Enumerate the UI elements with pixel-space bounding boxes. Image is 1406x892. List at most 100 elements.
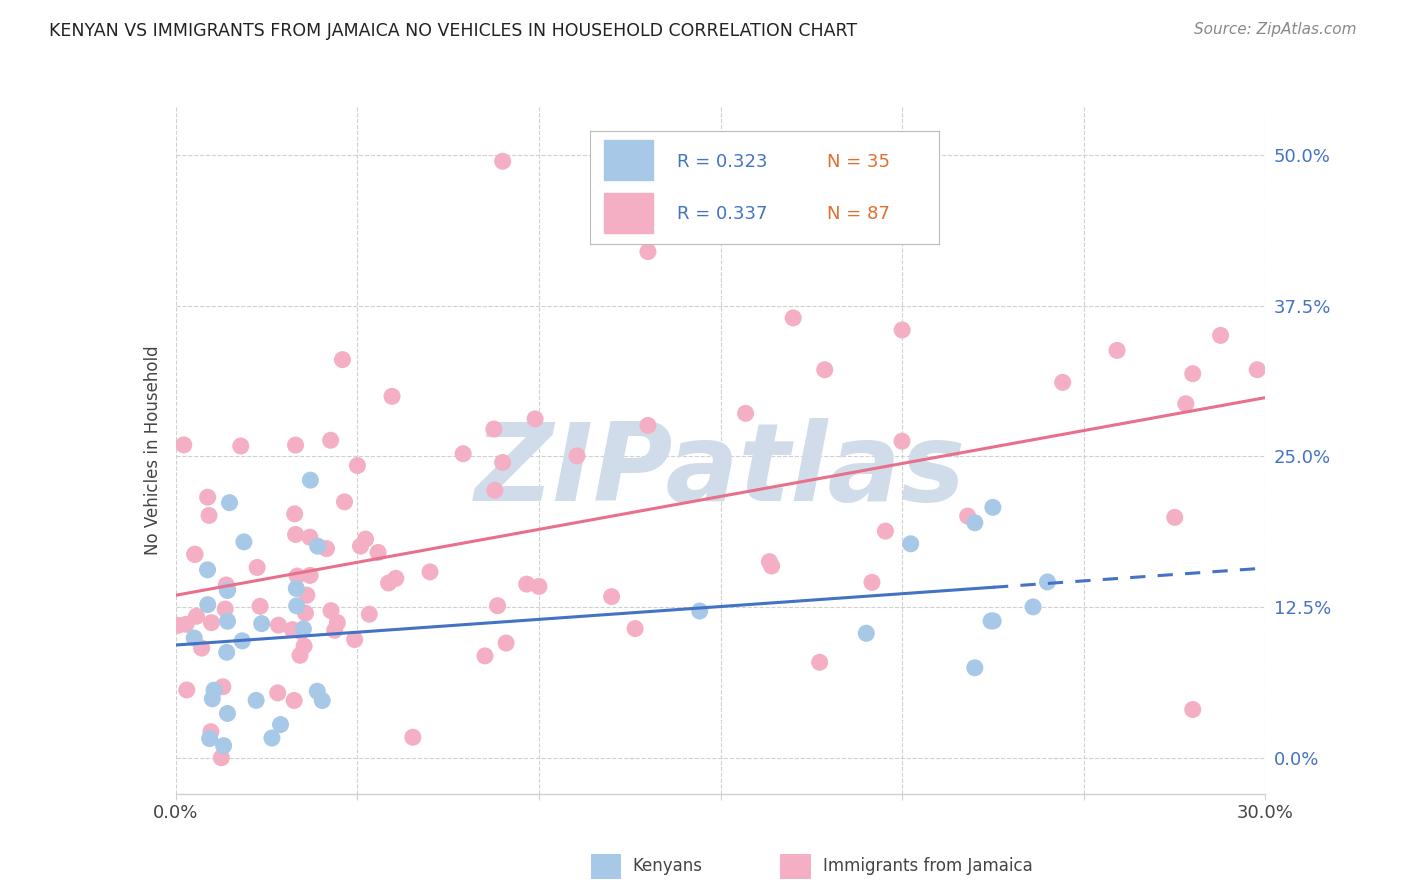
Point [298, 530, 321, 544]
Point [761, 558, 783, 573]
Point [734, 406, 756, 420]
Point [495, 636, 517, 650]
Point [1164, 510, 1187, 524]
Point [307, 684, 329, 698]
Point [333, 495, 356, 509]
Text: Kenyans: Kenyans [633, 857, 703, 875]
Point [332, 352, 354, 367]
Point [217, 582, 239, 597]
Point [198, 731, 221, 746]
Point [299, 568, 322, 582]
Point [285, 582, 308, 596]
Point [311, 693, 333, 707]
Y-axis label: No Vehicles in Household: No Vehicles in Household [143, 345, 162, 556]
Point [215, 578, 238, 592]
Point [307, 539, 329, 553]
Point [782, 310, 804, 325]
Point [209, 750, 232, 764]
Point [174, 617, 197, 632]
Point [474, 648, 496, 663]
Point [346, 458, 368, 473]
Point [326, 615, 349, 630]
Point [249, 599, 271, 614]
Point [214, 602, 236, 616]
Point [292, 639, 315, 653]
Point [315, 541, 337, 556]
Point [527, 579, 550, 593]
Point [166, 618, 188, 632]
Point [492, 154, 515, 169]
Point [1209, 328, 1232, 343]
Point [349, 539, 371, 553]
Point [981, 500, 1004, 515]
Point [814, 362, 837, 376]
Point [173, 438, 195, 452]
Point [981, 614, 1004, 628]
Point [211, 680, 233, 694]
Point [963, 516, 986, 530]
Point [377, 576, 399, 591]
Point [1105, 343, 1128, 358]
Point [492, 455, 515, 469]
Text: KENYAN VS IMMIGRANTS FROM JAMAICA NO VEHICLES IN HOUSEHOLD CORRELATION CHART: KENYAN VS IMMIGRANTS FROM JAMAICA NO VEH… [49, 22, 858, 40]
Point [1246, 362, 1268, 376]
Point [217, 706, 239, 721]
Point [250, 616, 273, 631]
Point [285, 599, 308, 613]
Point [343, 632, 366, 647]
Point [381, 389, 404, 403]
Point [402, 731, 425, 745]
Point [232, 534, 254, 549]
Point [197, 490, 219, 504]
Point [267, 686, 290, 700]
Point [197, 563, 219, 577]
Point [808, 655, 831, 669]
Point [891, 323, 914, 337]
Point [980, 614, 1002, 628]
Point [176, 683, 198, 698]
Point [565, 449, 588, 463]
Point [292, 622, 315, 636]
Point [284, 438, 307, 452]
Point [637, 244, 659, 259]
Point [212, 739, 235, 753]
Point [198, 508, 221, 523]
Point [217, 614, 239, 628]
Point [197, 598, 219, 612]
Point [1022, 599, 1045, 614]
Point [215, 645, 238, 659]
Point [359, 607, 381, 622]
Point [1181, 367, 1204, 381]
Point [283, 693, 305, 707]
Point [891, 434, 914, 449]
Point [419, 565, 441, 579]
Point [218, 495, 240, 509]
Point [190, 641, 212, 656]
Point [875, 524, 897, 538]
Point [758, 555, 780, 569]
Point [267, 618, 290, 632]
Point [484, 483, 506, 498]
Point [183, 547, 205, 561]
Point [288, 648, 311, 663]
Point [354, 532, 377, 546]
Point [637, 418, 659, 433]
Point [229, 439, 252, 453]
Point [860, 575, 883, 590]
Point [285, 569, 308, 583]
Text: Source: ZipAtlas.com: Source: ZipAtlas.com [1194, 22, 1357, 37]
Point [284, 507, 307, 521]
Point [246, 560, 269, 574]
Point [963, 661, 986, 675]
Point [200, 615, 222, 630]
Text: ZIPatlas: ZIPatlas [475, 418, 966, 524]
Point [295, 588, 318, 602]
Point [299, 473, 322, 487]
Point [323, 624, 346, 638]
Point [385, 571, 408, 585]
Point [184, 548, 207, 562]
Point [1036, 574, 1059, 589]
Point [1181, 702, 1204, 716]
Point [319, 604, 342, 618]
Point [281, 623, 304, 637]
